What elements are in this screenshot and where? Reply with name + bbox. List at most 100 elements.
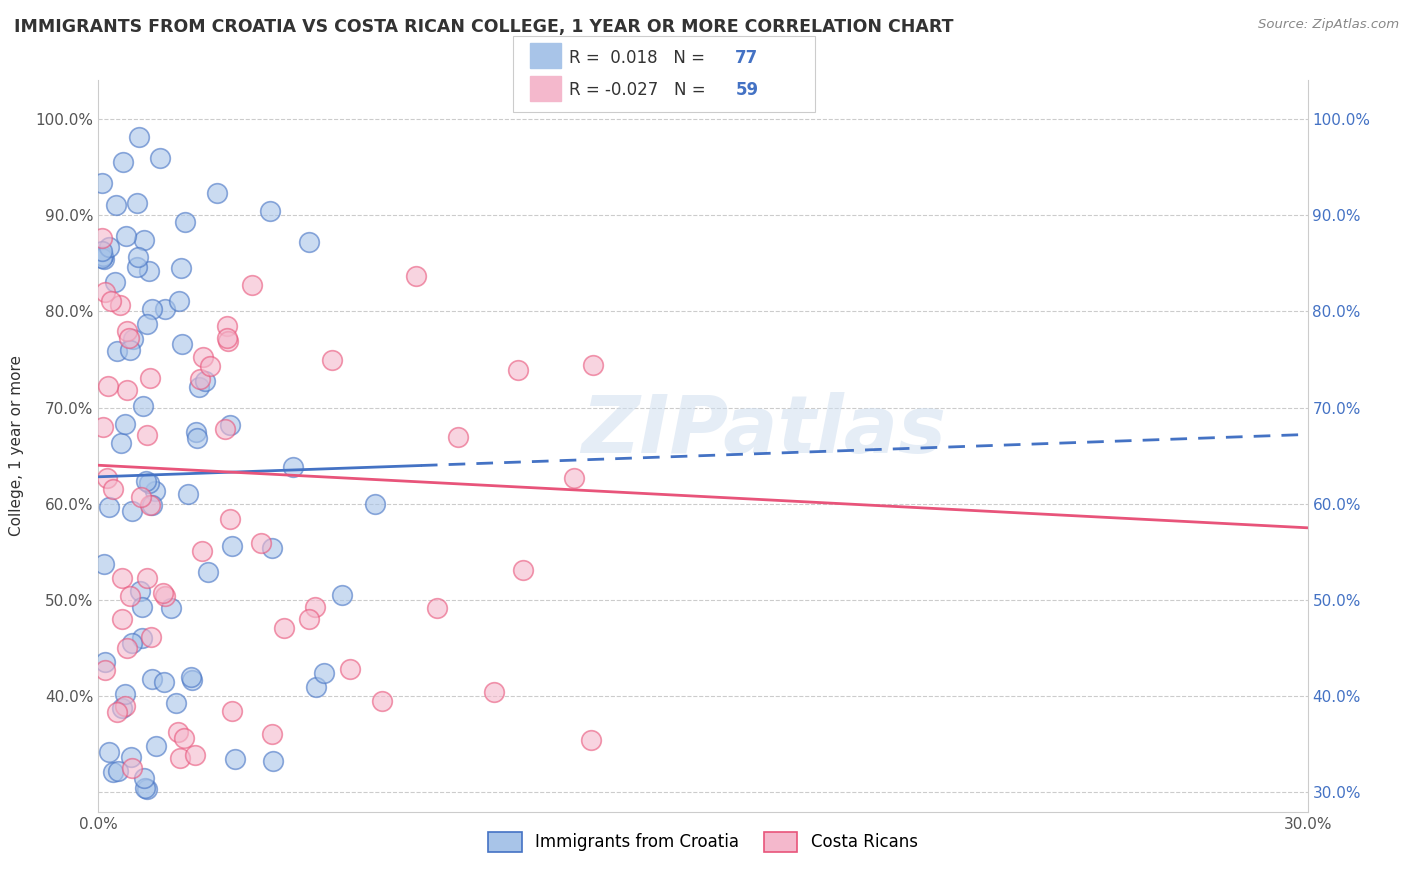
Point	[426, 601, 449, 615]
Point	[169, 751, 191, 765]
Text: Source: ZipAtlas.com: Source: ZipAtlas.com	[1258, 18, 1399, 31]
Point	[304, 600, 326, 615]
Point	[125, 260, 148, 274]
Point	[298, 235, 321, 250]
Point	[121, 749, 143, 764]
Point	[214, 422, 236, 436]
Point	[186, 431, 208, 445]
Point	[221, 704, 243, 718]
Point	[111, 701, 134, 715]
Point	[107, 764, 129, 778]
Point	[138, 475, 160, 490]
Point	[118, 343, 141, 357]
Point	[141, 301, 163, 316]
Point	[173, 731, 195, 745]
Point	[131, 600, 153, 615]
Point	[262, 541, 284, 555]
Point	[118, 331, 141, 345]
Point	[104, 276, 127, 290]
Point	[131, 632, 153, 646]
Point	[180, 670, 202, 684]
Point	[94, 285, 117, 300]
Point	[259, 203, 281, 218]
Point	[197, 565, 219, 579]
Point	[129, 490, 152, 504]
Point	[135, 317, 157, 331]
Point	[153, 302, 176, 317]
Point	[184, 748, 207, 763]
Point	[364, 497, 387, 511]
Point	[134, 780, 156, 795]
Point	[153, 590, 176, 604]
Point	[221, 539, 243, 553]
Point	[112, 154, 135, 169]
Point	[100, 293, 122, 308]
Point	[447, 430, 470, 444]
Point	[188, 372, 211, 386]
Point	[482, 685, 505, 699]
Point	[167, 725, 190, 739]
Text: 59: 59	[735, 81, 758, 99]
Point	[93, 557, 115, 571]
Point	[134, 233, 156, 247]
Point	[111, 612, 134, 626]
Point	[321, 353, 343, 368]
Point	[191, 544, 214, 558]
Point	[512, 563, 534, 577]
Text: ZIPatlas: ZIPatlas	[581, 392, 946, 470]
Point	[91, 231, 114, 245]
Point	[97, 240, 120, 254]
Point	[167, 294, 190, 309]
Point	[186, 425, 208, 440]
Point	[240, 277, 263, 292]
Point	[138, 498, 160, 512]
Point	[96, 471, 118, 485]
Point	[371, 693, 394, 707]
Point	[134, 475, 156, 489]
Point	[121, 504, 143, 518]
Point	[262, 727, 284, 741]
Point	[219, 511, 242, 525]
Point	[121, 636, 143, 650]
Point	[152, 674, 174, 689]
Point	[136, 571, 159, 585]
Point	[339, 662, 361, 676]
Point	[127, 196, 149, 211]
Point	[105, 706, 128, 720]
Point	[117, 640, 139, 655]
Point	[188, 380, 211, 394]
Point	[101, 482, 124, 496]
Point	[114, 229, 136, 244]
Point	[114, 687, 136, 701]
Point	[224, 752, 246, 766]
Point	[217, 334, 239, 348]
Point	[122, 332, 145, 346]
Point	[108, 298, 131, 312]
Point	[115, 383, 138, 397]
Point	[132, 399, 155, 413]
Point	[114, 417, 136, 431]
Point	[193, 350, 215, 364]
Point	[173, 215, 195, 229]
Point	[118, 589, 141, 603]
Point	[405, 269, 427, 284]
Point	[506, 362, 529, 376]
Point	[305, 680, 328, 694]
Point	[104, 198, 127, 212]
Point	[121, 761, 143, 775]
Point	[94, 663, 117, 677]
Y-axis label: College, 1 year or more: College, 1 year or more	[10, 356, 24, 536]
Point	[115, 324, 138, 338]
Point	[101, 765, 124, 780]
Point	[177, 487, 200, 501]
Point	[114, 699, 136, 714]
Point	[91, 252, 114, 266]
Text: 77: 77	[735, 49, 759, 67]
Point	[217, 319, 239, 334]
Legend: Immigrants from Croatia, Costa Ricans: Immigrants from Croatia, Costa Ricans	[482, 826, 924, 858]
Point	[110, 435, 132, 450]
Point	[141, 498, 163, 512]
Point	[281, 459, 304, 474]
Point	[149, 151, 172, 165]
Point	[136, 428, 159, 442]
